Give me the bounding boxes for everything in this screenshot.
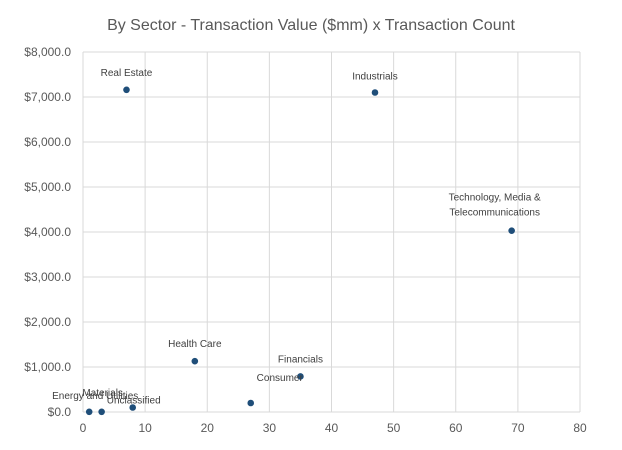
data-point	[508, 227, 515, 234]
x-tick-label: 50	[387, 421, 401, 435]
data-label: Unclassified	[107, 396, 161, 407]
y-tick-label: $3,000.0	[24, 270, 71, 284]
y-tick-label: $5,000.0	[24, 180, 71, 194]
data-point	[247, 399, 255, 407]
x-tick-label: 60	[449, 421, 463, 435]
x-tick-label: 30	[263, 421, 277, 435]
data-label: Health Care	[168, 339, 222, 350]
data-point	[129, 404, 136, 411]
data-point	[371, 89, 379, 96]
y-tick-label: $7,000.0	[24, 90, 71, 104]
y-tick-label: $2,000.0	[24, 315, 71, 329]
x-tick-label: 70	[511, 421, 525, 435]
x-tick-label: 20	[201, 421, 215, 435]
data-point	[98, 408, 105, 416]
chart-title: By Sector - Transaction Value ($mm) x Tr…	[107, 17, 515, 34]
data-label: Technology, Media & Telecommunications	[449, 193, 541, 219]
data-point	[85, 408, 93, 416]
y-tick-label: $6,000.0	[24, 135, 71, 149]
data-point	[191, 357, 199, 365]
y-tick-label: $0.0	[48, 405, 72, 419]
data-label: Materials	[82, 388, 123, 399]
y-tick-label: $1,000.0	[24, 360, 71, 374]
x-tick-label: 10	[138, 421, 152, 435]
x-tick-label: 40	[325, 421, 339, 435]
data-label: Consumer	[257, 373, 304, 384]
data-label: Energy and Utilities	[52, 391, 138, 402]
data-label: Real Estate	[101, 68, 153, 79]
x-tick-label: 80	[573, 421, 587, 435]
x-tick-label: 0	[80, 421, 87, 435]
data-label: Financials	[278, 354, 323, 365]
data-point	[123, 86, 130, 94]
data-point	[297, 373, 304, 380]
y-tick-label: $4,000.0	[24, 225, 71, 239]
data-label: Industrials	[352, 72, 398, 83]
y-tick-label: $8,000.0	[24, 45, 71, 59]
